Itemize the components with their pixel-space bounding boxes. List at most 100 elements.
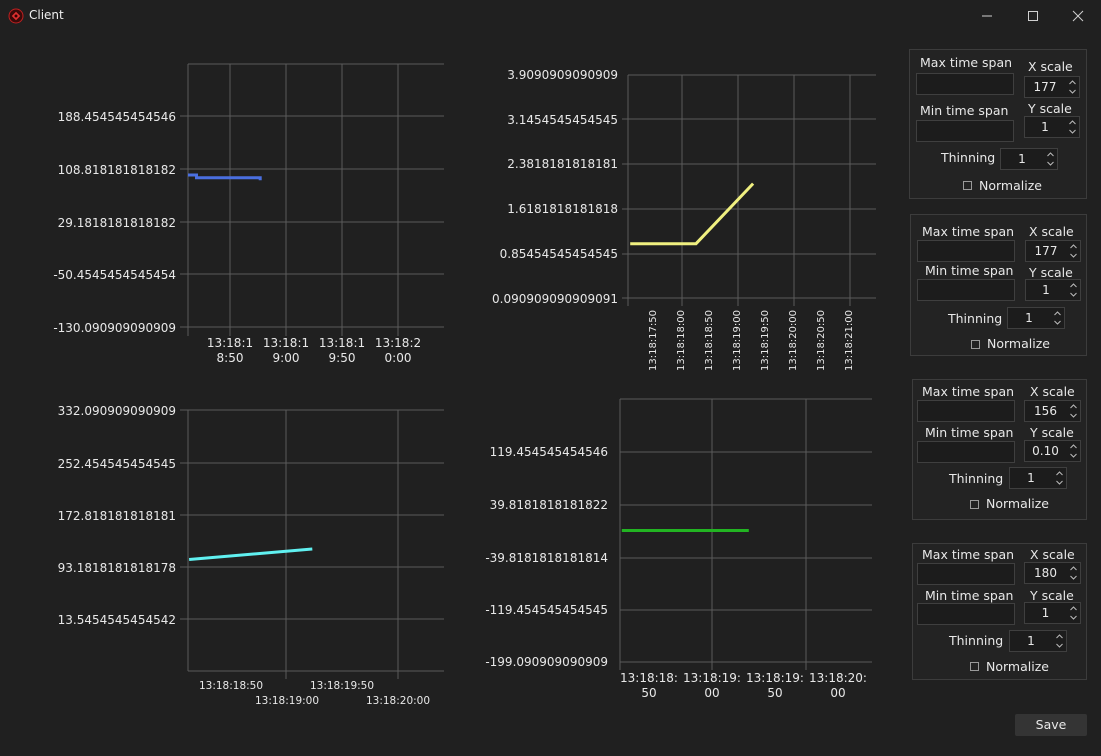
max-time-span-input[interactable] bbox=[917, 563, 1015, 585]
normalize-checkbox[interactable] bbox=[971, 340, 980, 349]
chart-1-x-tick: 13:18:1 bbox=[207, 336, 253, 350]
chart-1-x-tick: 9:50 bbox=[329, 351, 356, 365]
chart-2-y-tick: 3.9090909090909 bbox=[507, 68, 618, 82]
spin-down-icon[interactable] bbox=[1047, 161, 1054, 166]
chart-2-y-tick: 3.1454545454545 bbox=[507, 113, 618, 127]
y-scale-spinner[interactable]: 1 bbox=[1024, 116, 1080, 138]
chart-4-y-tick: 119.454545454546 bbox=[490, 445, 608, 459]
spin-down-icon[interactable] bbox=[1054, 320, 1061, 325]
x-scale-spinner[interactable]: 156 bbox=[1024, 400, 1081, 422]
y-scale-label: Y scale bbox=[1030, 425, 1074, 440]
max-time-span-label: Max time span bbox=[922, 224, 1015, 239]
y-scale-spinner[interactable]: 1 bbox=[1024, 602, 1081, 624]
spin-down-icon[interactable] bbox=[1070, 413, 1077, 418]
chart-4-x-tick: 13:18:19: bbox=[746, 671, 804, 685]
chart-2-x-tick: 13:18:18:00 bbox=[676, 310, 687, 370]
spin-up-icon[interactable] bbox=[1070, 444, 1077, 449]
close-icon bbox=[1072, 10, 1084, 22]
min-time-span-input[interactable] bbox=[917, 603, 1015, 625]
thinning-spinner[interactable]: 1 bbox=[1000, 148, 1058, 170]
minimize-button[interactable] bbox=[964, 0, 1010, 32]
x-scale-spinner[interactable]: 177 bbox=[1024, 76, 1080, 98]
chart-2-x-tick: 13:18:20:00 bbox=[788, 310, 799, 370]
y-scale-value: 0.10 bbox=[1032, 444, 1059, 458]
chart-4-x-tick: 13:18:18: bbox=[620, 671, 678, 685]
spin-up-icon[interactable] bbox=[1070, 606, 1077, 611]
thinning-spinner[interactable]: 1 bbox=[1009, 467, 1067, 489]
chart-4-x-tick: 50 bbox=[767, 686, 782, 700]
x-scale-label: X scale bbox=[1028, 59, 1073, 74]
spin-up-icon[interactable] bbox=[1069, 80, 1076, 85]
spin-up-icon[interactable] bbox=[1070, 244, 1077, 249]
max-time-span-input[interactable] bbox=[917, 240, 1015, 262]
spin-down-icon[interactable] bbox=[1070, 453, 1077, 458]
chart-2-x-tick: 13:18:21:00 bbox=[844, 310, 855, 370]
spin-up-icon[interactable] bbox=[1070, 566, 1077, 571]
chart-2-svg: 3.9090909090909 3.1454545454545 2.381818… bbox=[492, 68, 876, 370]
spin-up-icon[interactable] bbox=[1056, 471, 1063, 476]
chart-1-y-tick: 188.454545454546 bbox=[58, 110, 176, 124]
chart-4-grid bbox=[619, 398, 872, 670]
thinning-spinner[interactable]: 1 bbox=[1009, 630, 1067, 652]
close-button[interactable] bbox=[1055, 0, 1101, 32]
chart-3-x-tick: 13:18:19:50 bbox=[310, 680, 374, 692]
x-scale-label: X scale bbox=[1030, 384, 1075, 399]
spin-down-icon[interactable] bbox=[1056, 480, 1063, 485]
maximize-button[interactable] bbox=[1010, 0, 1056, 32]
chart-1-y-tick: 29.1818181818182 bbox=[58, 216, 176, 230]
x-scale-label: X scale bbox=[1029, 224, 1074, 239]
spin-up-icon[interactable] bbox=[1069, 120, 1076, 125]
chart-3-series-line bbox=[188, 547, 313, 561]
chart-top-right: 3.9090909090909 3.1454545454545 2.381818… bbox=[460, 40, 900, 370]
min-time-span-input[interactable] bbox=[917, 279, 1015, 301]
thinning-spinner[interactable]: 1 bbox=[1007, 307, 1065, 329]
chart-3-x-tick: 13:18:20:00 bbox=[366, 695, 430, 707]
spin-down-icon[interactable] bbox=[1056, 643, 1063, 648]
y-scale-spinner[interactable]: 0.10 bbox=[1024, 440, 1081, 462]
min-time-span-label: Min time span bbox=[925, 263, 1014, 278]
chart-4-x-tick: 00 bbox=[704, 686, 719, 700]
chart-1-x-tick: 13:18:2 bbox=[375, 336, 421, 350]
x-scale-spinner[interactable]: 180 bbox=[1024, 562, 1081, 584]
settings-panel-4: Max time span X scale 180 Min time span … bbox=[912, 543, 1087, 680]
chart-2-y-tick: 0.85454545454545 bbox=[500, 247, 618, 261]
normalize-label: Normalize bbox=[986, 496, 1049, 511]
normalize-label: Normalize bbox=[979, 178, 1042, 193]
spin-down-icon[interactable] bbox=[1069, 89, 1076, 94]
chart-2-series-line bbox=[630, 182, 755, 246]
max-time-span-input[interactable] bbox=[916, 73, 1014, 95]
chart-1-x-tick: 8:50 bbox=[217, 351, 244, 365]
normalize-checkbox[interactable] bbox=[970, 662, 979, 671]
x-scale-value: 156 bbox=[1034, 404, 1057, 418]
spin-down-icon[interactable] bbox=[1070, 292, 1077, 297]
normalize-checkbox[interactable] bbox=[963, 181, 972, 190]
chart-1-x-tick: 9:00 bbox=[273, 351, 300, 365]
spin-down-icon[interactable] bbox=[1070, 575, 1077, 580]
maximize-icon bbox=[1028, 11, 1038, 21]
chart-4-x-tick: 00 bbox=[830, 686, 845, 700]
spin-up-icon[interactable] bbox=[1070, 283, 1077, 288]
spin-up-icon[interactable] bbox=[1070, 404, 1077, 409]
max-time-span-input[interactable] bbox=[917, 400, 1015, 422]
spin-down-icon[interactable] bbox=[1070, 615, 1077, 620]
chart-bottom-left: 332.090909090909 252.454545454545 172.81… bbox=[0, 395, 460, 715]
normalize-checkbox[interactable] bbox=[970, 500, 979, 509]
settings-panel-1: Max time span X scale 177 Min time span … bbox=[909, 49, 1087, 199]
minimize-icon bbox=[982, 15, 992, 17]
spin-up-icon[interactable] bbox=[1056, 634, 1063, 639]
y-scale-spinner[interactable]: 1 bbox=[1025, 279, 1081, 301]
spin-down-icon[interactable] bbox=[1069, 129, 1076, 134]
thinning-label: Thinning bbox=[941, 150, 996, 165]
chart-3-y-tick: 332.090909090909 bbox=[58, 404, 176, 418]
min-time-span-input[interactable] bbox=[916, 120, 1014, 142]
chart-4-svg: 119.454545454546 39.8181818181822 -39.81… bbox=[485, 398, 872, 700]
chart-4-x-tick: 13:18:19: bbox=[683, 671, 741, 685]
save-button[interactable]: Save bbox=[1015, 714, 1087, 736]
spin-down-icon[interactable] bbox=[1070, 253, 1077, 258]
min-time-span-input[interactable] bbox=[917, 441, 1015, 463]
x-scale-spinner[interactable]: 177 bbox=[1025, 240, 1081, 262]
spin-up-icon[interactable] bbox=[1054, 311, 1061, 316]
spin-up-icon[interactable] bbox=[1047, 152, 1054, 157]
y-scale-label: Y scale bbox=[1028, 101, 1072, 116]
x-scale-value: 177 bbox=[1034, 244, 1058, 258]
